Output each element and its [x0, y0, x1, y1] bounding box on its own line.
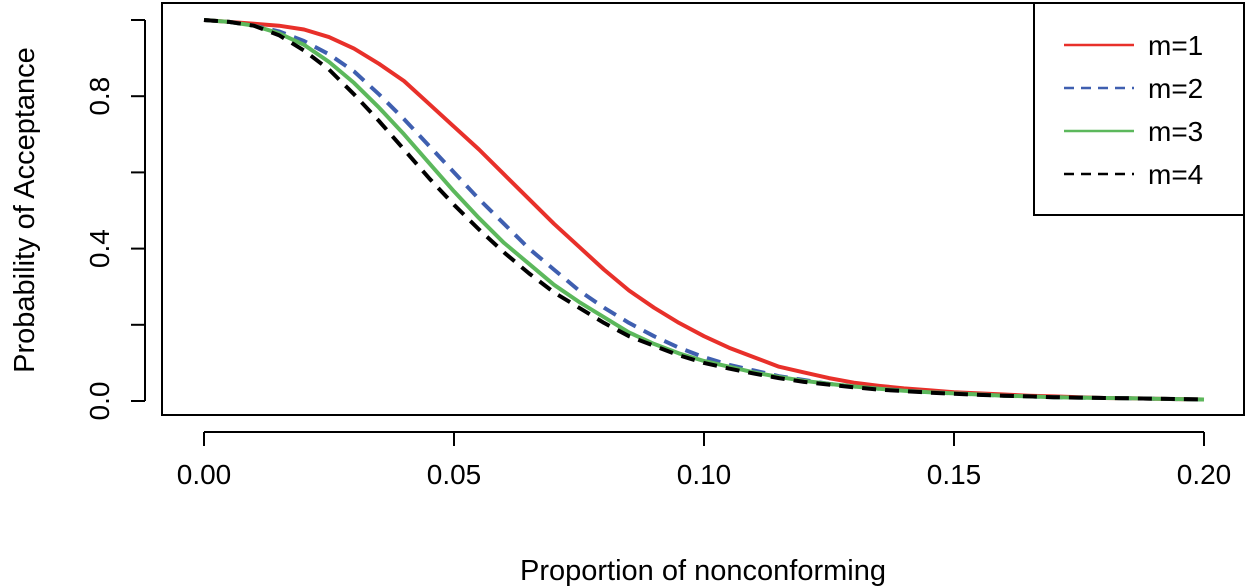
x-tick-label: 0.00 — [177, 459, 232, 490]
y-tick-label: 0.4 — [84, 229, 115, 268]
y-axis-label: Probability of Acceptance — [9, 47, 41, 373]
legend-box — [1033, 2, 1245, 216]
series-layer — [203, 18, 1205, 402]
series-line-m-4 — [203, 18, 1205, 402]
x-tick-label: 0.15 — [927, 459, 982, 490]
x-tick-label: 0.10 — [677, 459, 732, 490]
x-axis: 0.00 0.05 0.10 0.15 0.20 — [177, 431, 1232, 490]
legend-label: m=4 — [1148, 159, 1203, 190]
x-axis-label: Proportion of nonconforming — [520, 555, 886, 587]
legend-label: m=2 — [1148, 73, 1203, 104]
legend-label: m=3 — [1148, 116, 1203, 147]
y-tick-label: 0.8 — [84, 77, 115, 116]
x-tick-label: 0.20 — [1177, 459, 1232, 490]
legend-label: m=1 — [1148, 30, 1203, 61]
y-tick-label: 0.0 — [84, 382, 115, 421]
legend: m=1 m=2 m=3 m=4 — [1033, 2, 1245, 216]
y-axis: 0.0 0.4 0.8 — [84, 19, 146, 421]
x-tick-label: 0.05 — [427, 459, 482, 490]
